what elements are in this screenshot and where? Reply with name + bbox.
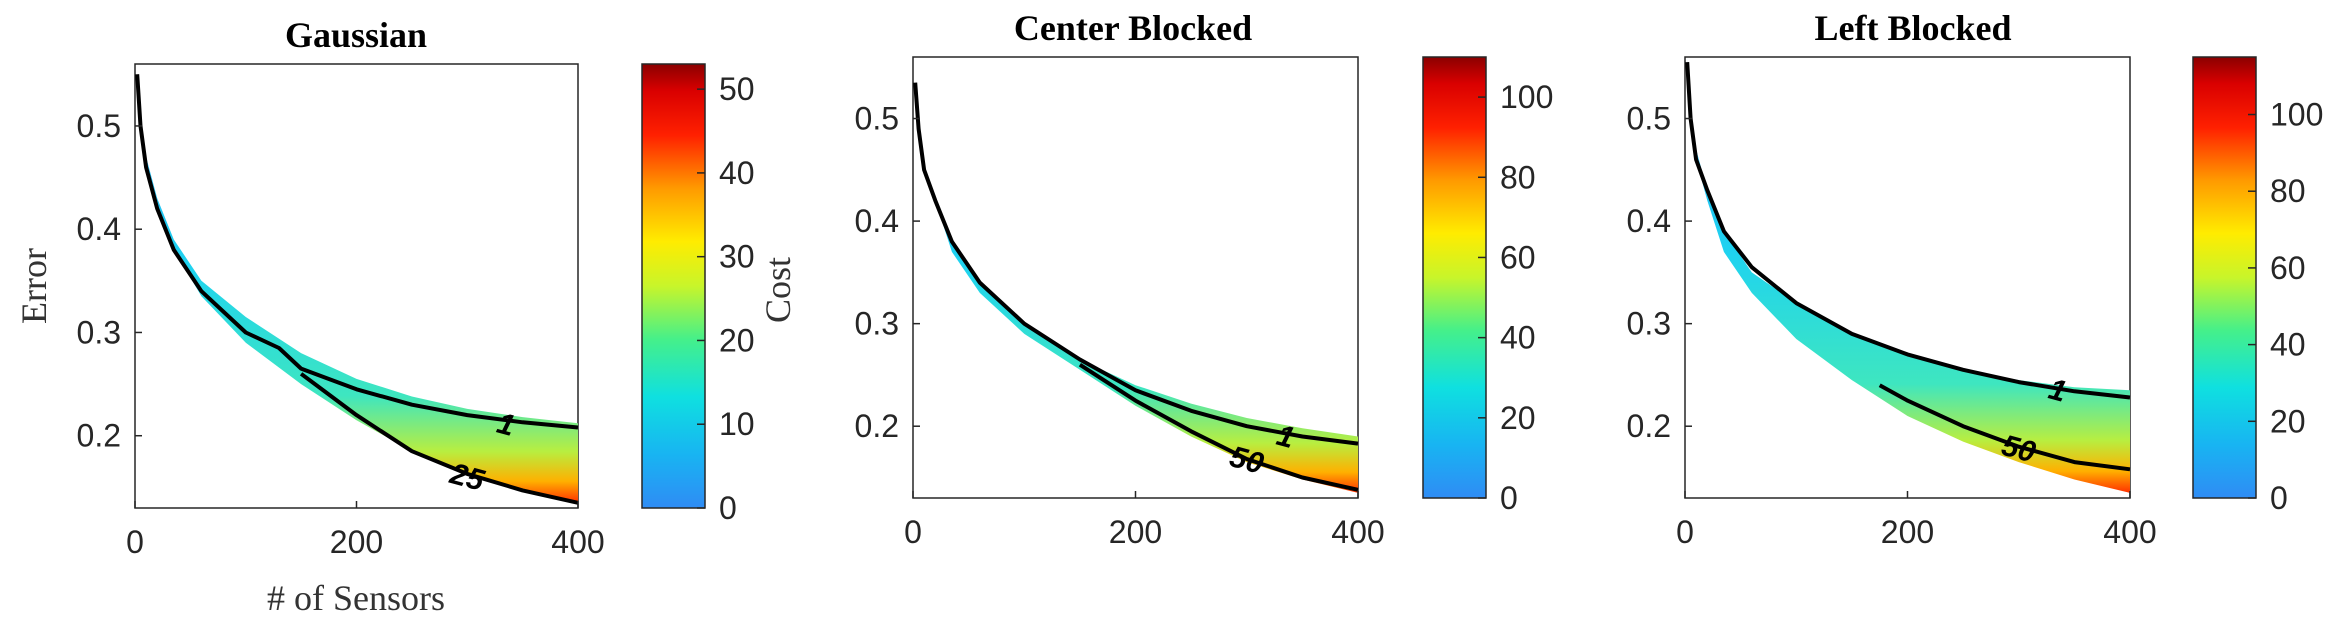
colorbar-tick-label: 80 (1500, 159, 1536, 195)
x-tick-label: 200 (1109, 514, 1162, 550)
colorbar-tick-label: 80 (2270, 173, 2306, 209)
contour-line-50 (1078, 363, 1359, 492)
cost-surface (915, 77, 1358, 493)
colorbar-tick-label: 40 (2270, 327, 2306, 363)
chart-title: Left Blocked (1815, 8, 2012, 48)
y-tick-label: 0.4 (1627, 203, 1671, 239)
contour-line-50 (1878, 383, 2131, 472)
plot-area (912, 56, 1359, 499)
y-tick-label: 0.4 (77, 211, 121, 247)
colorbar-tick-label: 0 (1500, 480, 1518, 516)
colorbar-tick-label: 40 (719, 155, 755, 191)
colorbar-tick-label: 0 (719, 490, 737, 526)
colorbar-tick-label: 100 (2270, 97, 2323, 133)
y-tick-label: 0.2 (1627, 408, 1671, 444)
colorbar (2192, 56, 2257, 499)
x-tick-label: 200 (1881, 514, 1934, 550)
colorbar-tick-label: 40 (1500, 320, 1536, 356)
y-tick-label: 0.4 (855, 203, 899, 239)
y-tick-label: 0.5 (77, 108, 121, 144)
x-tick-label: 0 (1676, 514, 1694, 550)
contour-line-1 (1685, 61, 2131, 400)
colorbar-tick-label: 0 (2270, 480, 2288, 516)
colorbar-tick-label: 100 (1500, 79, 1553, 115)
y-tick-label: 0.5 (855, 101, 899, 137)
colorbar-tick-label: 20 (719, 322, 755, 358)
colorbar (641, 63, 706, 509)
colorbar-tick-label: 20 (2270, 403, 2306, 439)
contour-line-25 (299, 372, 579, 505)
x-axis-label: # of Sensors (267, 578, 445, 618)
x-tick-label: 0 (126, 524, 144, 560)
chart-title: Gaussian (285, 15, 427, 55)
colorbar-tick-label: 60 (1500, 239, 1536, 275)
x-tick-label: 0 (904, 514, 922, 550)
x-tick-label: 400 (551, 524, 604, 560)
colorbar-label: Cost (758, 257, 798, 323)
y-tick-label: 0.2 (77, 418, 121, 454)
x-tick-label: 400 (2103, 514, 2156, 550)
x-tick-label: 400 (1331, 514, 1384, 550)
panel-gaussian: Gaussian 125 Error # of Sensors 0 200 4000… (14, 15, 798, 618)
x-tick-label: 200 (330, 524, 383, 560)
y-tick-label: 0.2 (855, 408, 899, 444)
colorbar-tick-label: 30 (719, 239, 755, 275)
chart-title: Center Blocked (1014, 8, 1252, 48)
y-tick-label: 0.3 (77, 314, 121, 350)
colorbar (1422, 56, 1487, 499)
y-axis-label: Error (14, 248, 54, 324)
colorbar-tick-label: 20 (1500, 400, 1536, 436)
y-tick-label: 0.3 (855, 306, 899, 342)
colorbar-tick-label: 60 (2270, 250, 2306, 286)
contour-line-1 (913, 82, 1359, 446)
y-tick-label: 0.3 (1627, 306, 1671, 342)
contour-line-1 (135, 74, 579, 430)
colorbar-tick-label: 10 (719, 406, 755, 442)
y-tick-label: 0.5 (1627, 101, 1671, 137)
colorbar-tick-label: 50 (719, 71, 755, 107)
